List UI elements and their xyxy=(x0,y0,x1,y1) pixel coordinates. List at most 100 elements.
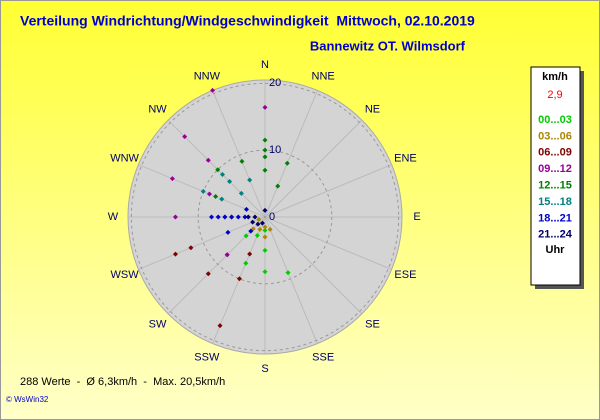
data-point xyxy=(275,183,281,189)
data-point xyxy=(247,251,253,257)
grid-ring xyxy=(130,82,400,352)
legend-footer: Uhr xyxy=(546,244,566,256)
data-point xyxy=(215,214,221,220)
data-point xyxy=(210,87,216,93)
legend-label: 15...18 xyxy=(538,196,572,208)
data-point xyxy=(209,214,215,220)
legend-label: 12...15 xyxy=(538,180,572,192)
data-point xyxy=(262,154,268,160)
data-point xyxy=(262,104,268,110)
data-point xyxy=(262,137,268,143)
data-point xyxy=(172,251,178,257)
data-point xyxy=(243,233,249,239)
data-point xyxy=(217,323,223,329)
data-point xyxy=(262,147,268,153)
data-point xyxy=(257,226,263,232)
spoke xyxy=(138,216,266,270)
direction-label: WNW xyxy=(110,153,139,165)
legend-label: 00...03 xyxy=(538,114,572,126)
legend-label: 03...06 xyxy=(538,130,572,142)
data-point xyxy=(262,234,268,240)
data-point xyxy=(267,226,273,232)
data-point xyxy=(262,227,268,233)
spoke xyxy=(167,216,266,315)
legend-label: 18...21 xyxy=(538,212,572,224)
data-point xyxy=(227,179,233,185)
data-point xyxy=(224,252,230,258)
data-point xyxy=(239,158,245,164)
data-point xyxy=(205,157,211,163)
legend-label: 21...24 xyxy=(538,229,573,241)
r-tick-label: 10 xyxy=(269,144,281,156)
legend-box xyxy=(530,66,581,286)
data-point xyxy=(242,214,248,220)
data-point xyxy=(250,219,256,225)
r-tick-label: 20 xyxy=(269,77,281,89)
data-point xyxy=(247,177,253,183)
direction-label: SSW xyxy=(194,351,220,363)
direction-label: NE xyxy=(365,103,380,115)
direction-label: N xyxy=(261,59,269,71)
data-point xyxy=(243,206,249,212)
data-point xyxy=(259,220,265,226)
spoke xyxy=(264,90,318,218)
direction-label: SW xyxy=(149,318,167,330)
spoke xyxy=(212,90,266,218)
data-point xyxy=(245,214,251,220)
data-point xyxy=(284,160,290,166)
data-point xyxy=(219,171,225,177)
spoke xyxy=(264,164,392,218)
direction-label: ESE xyxy=(394,269,416,281)
data-point xyxy=(172,214,178,220)
data-point xyxy=(235,214,241,220)
data-point xyxy=(256,217,262,223)
direction-label: WSW xyxy=(111,269,140,281)
data-point xyxy=(236,276,242,282)
data-point xyxy=(222,214,228,220)
data-point xyxy=(248,228,254,234)
data-point xyxy=(213,194,219,200)
data-point xyxy=(238,190,244,196)
data-point xyxy=(262,247,268,253)
spoke xyxy=(264,119,363,218)
data-point xyxy=(188,245,194,251)
spoke xyxy=(264,216,318,344)
data-point xyxy=(169,176,175,182)
direction-label: NNE xyxy=(312,70,335,82)
credit: © WsWin32 xyxy=(6,395,49,404)
data-point xyxy=(206,191,212,197)
direction-label: W xyxy=(108,211,119,223)
direction-label: NW xyxy=(148,103,167,115)
spoke xyxy=(264,216,392,270)
grid-ring xyxy=(264,216,266,218)
legend-value: 2,9 xyxy=(547,89,562,101)
legend-label: 09...12 xyxy=(538,163,572,175)
footer: 288 Werte - Ø 6,3km/h - Max. 20,5km/h xyxy=(20,376,225,388)
data-point xyxy=(262,207,268,213)
data-point xyxy=(255,221,261,227)
data-point xyxy=(254,233,260,239)
direction-label: NNW xyxy=(194,70,221,82)
data-point xyxy=(262,224,268,230)
legend-title: km/h xyxy=(542,71,568,83)
direction-label: E xyxy=(413,211,420,223)
data-point xyxy=(182,134,188,140)
data-point xyxy=(243,260,249,266)
data-point xyxy=(205,271,211,277)
data-point xyxy=(262,167,268,173)
data-point xyxy=(225,229,231,235)
chart-subtitle: Bannewitz OT. Wilmsdorf xyxy=(310,38,466,53)
data-point xyxy=(215,167,221,173)
direction-label: SSE xyxy=(312,351,334,363)
chart-title: Verteilung Windrichtung/Windgeschwindigk… xyxy=(20,13,475,29)
legend-label: 06...09 xyxy=(538,147,572,159)
direction-label: ENE xyxy=(394,153,417,165)
data-point xyxy=(200,188,206,194)
direction-label: SE xyxy=(365,318,380,330)
r-tick-label: 0 xyxy=(269,211,275,223)
data-point xyxy=(219,196,225,202)
data-point xyxy=(285,270,291,276)
data-point xyxy=(252,214,258,220)
